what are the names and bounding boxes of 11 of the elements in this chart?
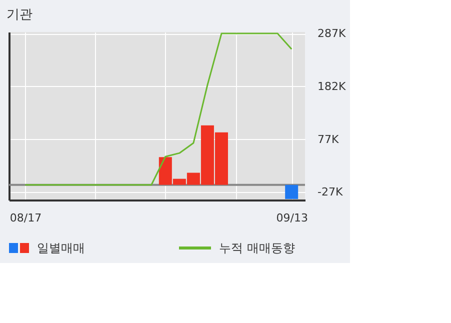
legend-label: 누적 매매동향 xyxy=(219,241,295,255)
y-tick-label: 287K xyxy=(318,27,346,40)
bar xyxy=(285,184,298,199)
legend-label: 일별매매 xyxy=(37,241,85,255)
y-tick-label: 182K xyxy=(318,80,346,93)
line-series xyxy=(24,32,292,186)
x-tick-label: 08/17 xyxy=(10,212,42,224)
y-tick-label: -27K xyxy=(318,185,344,198)
y-tick-label: 77K xyxy=(318,132,340,146)
chart-title: 기관 xyxy=(6,8,32,23)
x-tick-label: 09/13 xyxy=(276,212,308,224)
